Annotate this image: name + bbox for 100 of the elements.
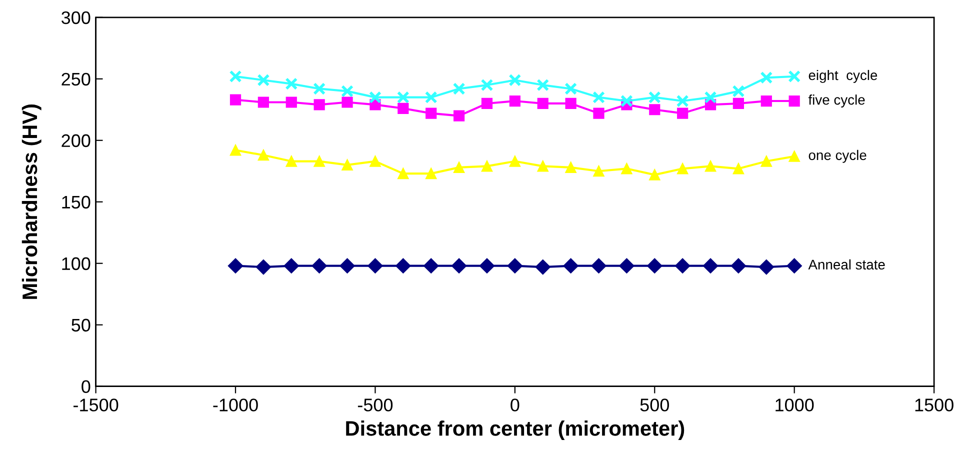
point xyxy=(621,163,632,174)
point xyxy=(507,258,522,274)
point xyxy=(704,160,716,172)
series-label: eight cycle xyxy=(808,70,878,83)
point xyxy=(509,156,520,167)
point xyxy=(285,78,298,90)
point xyxy=(340,258,355,274)
x-tick-label: 500 xyxy=(640,398,669,412)
point xyxy=(258,150,270,161)
point xyxy=(452,82,466,95)
point xyxy=(286,156,297,167)
point xyxy=(286,96,297,108)
point xyxy=(702,258,718,274)
point xyxy=(229,70,242,83)
point xyxy=(788,150,800,162)
point xyxy=(760,156,772,167)
point xyxy=(509,95,520,107)
point xyxy=(508,74,522,86)
series-label: one cycle xyxy=(808,150,866,163)
point xyxy=(619,258,634,274)
point xyxy=(730,258,746,274)
point xyxy=(368,91,382,104)
point xyxy=(257,74,270,86)
point xyxy=(565,162,576,173)
point xyxy=(453,110,465,122)
point xyxy=(675,258,690,274)
point xyxy=(396,91,410,104)
point xyxy=(479,258,495,274)
y-tick-label: 200 xyxy=(62,134,90,148)
x-tick-label: -500 xyxy=(358,398,393,412)
point xyxy=(258,96,270,108)
y-tick-label: 300 xyxy=(62,11,90,24)
point xyxy=(342,159,353,171)
point xyxy=(314,99,325,110)
point xyxy=(230,94,242,106)
point xyxy=(313,82,326,95)
point xyxy=(370,156,381,167)
point xyxy=(732,163,744,174)
point xyxy=(758,259,774,275)
point xyxy=(760,71,773,84)
point xyxy=(284,258,299,274)
x-axis-title: Distance from center (micrometer) xyxy=(346,420,684,440)
point xyxy=(788,70,801,83)
point xyxy=(563,258,578,274)
y-tick-label: 250 xyxy=(62,72,90,86)
point xyxy=(649,169,660,180)
series-label: five cycle xyxy=(808,94,865,108)
point xyxy=(788,95,800,107)
point xyxy=(398,168,409,180)
point xyxy=(312,258,327,274)
point xyxy=(564,82,578,95)
point xyxy=(228,258,244,274)
y-axis-title: Microhardness (HV) xyxy=(22,104,42,299)
point xyxy=(648,91,661,104)
point xyxy=(481,98,493,110)
point xyxy=(451,258,467,274)
point xyxy=(481,160,493,172)
point xyxy=(398,102,409,114)
y-tick-label: 50 xyxy=(72,318,90,332)
point xyxy=(786,258,802,274)
point xyxy=(341,84,354,98)
point xyxy=(732,84,745,98)
point xyxy=(537,98,548,110)
x-tick-label: -1000 xyxy=(213,398,258,412)
point xyxy=(593,108,604,119)
point xyxy=(704,91,717,104)
point xyxy=(426,168,437,180)
point xyxy=(314,156,325,167)
point xyxy=(368,258,383,274)
point xyxy=(591,258,606,274)
point xyxy=(620,94,633,108)
point xyxy=(760,95,772,107)
point xyxy=(592,91,605,104)
point xyxy=(453,162,465,173)
point xyxy=(480,78,494,92)
point xyxy=(426,108,437,119)
point xyxy=(677,163,688,174)
point xyxy=(537,160,548,172)
point xyxy=(677,108,688,119)
point xyxy=(342,96,353,108)
point xyxy=(649,104,660,116)
x-tick-label: -1500 xyxy=(74,398,118,412)
point xyxy=(230,144,242,156)
x-tick-label: 0 xyxy=(510,398,520,412)
x-tick-label: 1000 xyxy=(776,398,814,412)
point xyxy=(424,91,438,104)
y-tick-label: 150 xyxy=(62,196,90,209)
point xyxy=(676,94,689,108)
x-tick-label: 1500 xyxy=(915,398,954,412)
point xyxy=(593,166,604,177)
series-label: Anneal state xyxy=(808,259,885,270)
y-tick-label: 0 xyxy=(82,380,90,394)
point xyxy=(424,258,439,274)
point xyxy=(535,259,550,275)
point xyxy=(565,98,576,110)
point xyxy=(396,258,411,274)
point xyxy=(536,78,550,92)
y-tick-label: 100 xyxy=(62,257,90,270)
point xyxy=(647,258,662,274)
point xyxy=(256,259,272,275)
